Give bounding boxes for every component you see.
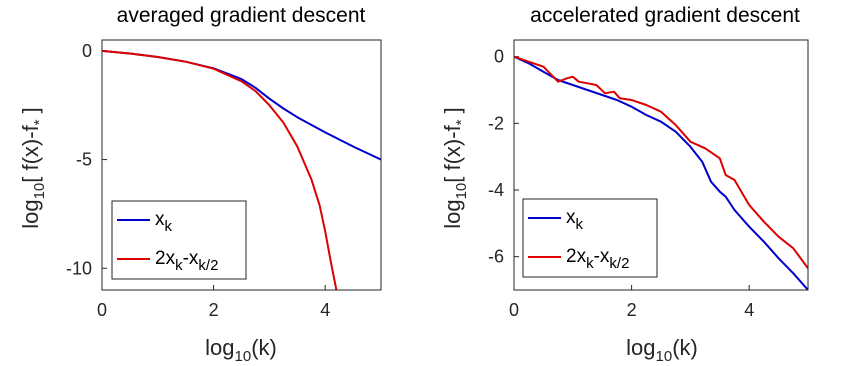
series-line-extrapolated [102, 49, 338, 290]
y-tick-label: -4 [488, 180, 504, 200]
x-axis-label: log10(k) [626, 335, 698, 365]
tick-labels: 0 2 4 0 -2 -4 -6 [488, 47, 754, 320]
tick-labels: 0 2 4 0 -5 -10 [66, 41, 330, 320]
chart-title: averaged gradient descent [117, 4, 366, 27]
x-tick-label: 0 [97, 300, 107, 320]
legend: xk 2xk-xk/2 [522, 198, 658, 278]
legend-label-xk: xk [566, 207, 584, 233]
series-lines [102, 49, 381, 290]
series-line-xk [102, 49, 381, 161]
legend-label-extrapolated: 2xk-xk/2 [566, 246, 629, 272]
legend-label-xk: xk [155, 209, 173, 235]
y-tick-label: -2 [488, 113, 504, 133]
chart-title: accelerated gradient descent [530, 4, 800, 27]
series-line-extrapolated [514, 55, 808, 269]
legend-label-extrapolated: 2xk-xk/2 [155, 248, 218, 274]
series-lines [514, 55, 808, 290]
series-line-xk [514, 55, 808, 290]
plot-frame [513, 39, 809, 291]
y-tick-label: 0 [494, 47, 504, 67]
y-tick-label: -6 [488, 247, 504, 267]
y-axis-label: log10[ f(x)-f* ] [18, 107, 48, 229]
accelerated-gd-chart: accelerated gradient descent 0 2 40-2-4-6 … [440, 4, 809, 365]
y-tick-label: 0 [82, 41, 92, 61]
x-tick-label: 2 [627, 300, 637, 320]
plot-frame [101, 39, 382, 291]
legend: xk 2xk-xk/2 [111, 200, 247, 280]
x-tick-label: 0 [509, 300, 519, 320]
averaged-gd-chart: averaged gradient descent 0 2 4 0 -5 -10 log1… [18, 4, 382, 365]
x-tick-label: 4 [320, 300, 330, 320]
x-tick-label: 4 [744, 300, 754, 320]
y-tick-label: -5 [76, 150, 92, 170]
y-axis-label: log10[ f(x)-f* ] [440, 107, 470, 229]
y-tick-label: -10 [66, 258, 92, 278]
x-tick-label: 2 [209, 300, 219, 320]
x-axis-label: log10(k) [205, 335, 277, 365]
